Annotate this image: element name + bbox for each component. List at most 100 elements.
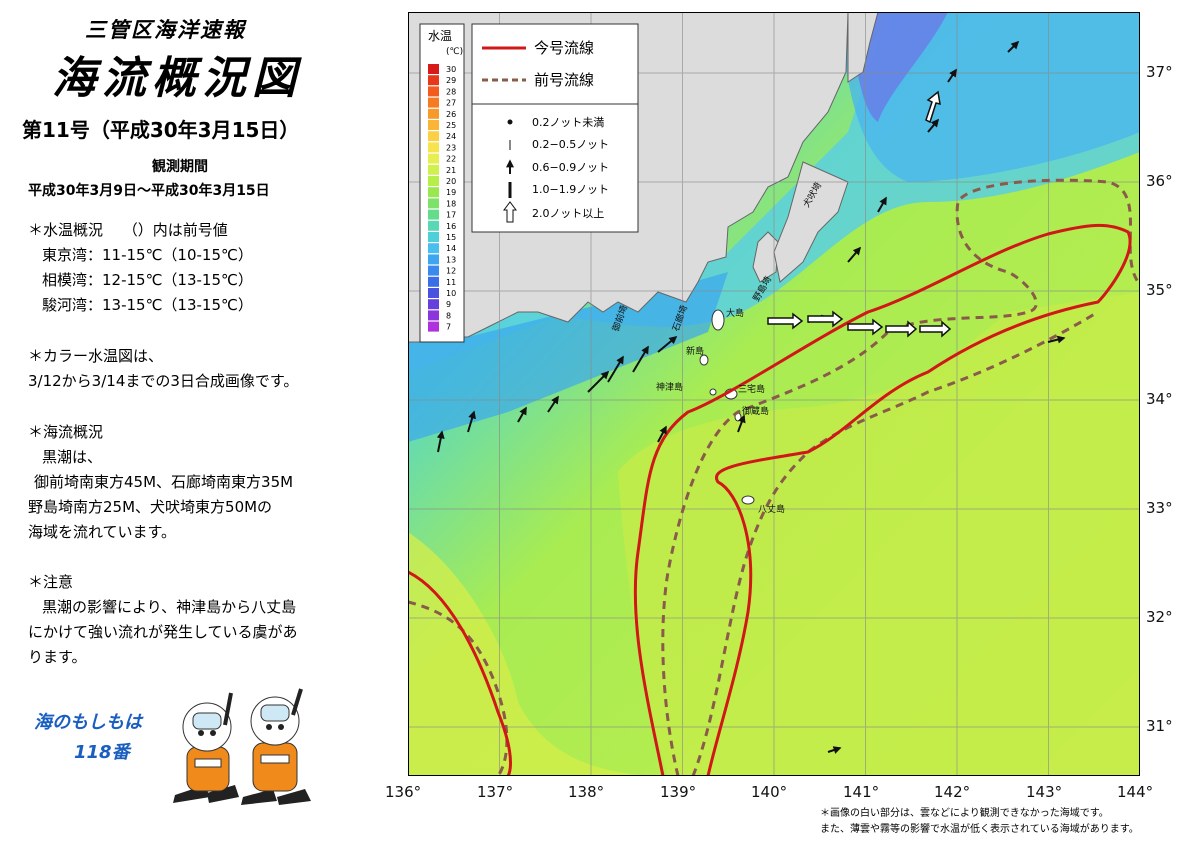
legend-temp-swatch bbox=[428, 265, 439, 276]
legend-temp-swatch bbox=[428, 299, 439, 310]
legend-temp-label: 20 bbox=[446, 177, 456, 186]
footnote-line1: ＊画像の白い部分は、雲などにより観測できなかった海域です。 bbox=[820, 808, 1109, 819]
legend-temp-unit: (℃) bbox=[446, 47, 463, 57]
current-line: 海域を流れています。 bbox=[28, 523, 177, 541]
legend-temp-swatch bbox=[428, 321, 439, 332]
legend-speed-2: 0.2−0.5ノット bbox=[532, 138, 609, 151]
legend-speed-3: 0.6−0.9ノット bbox=[532, 161, 609, 174]
caution-line: にかけて強い流れが発生している虞があ bbox=[28, 623, 298, 641]
cold-water-purple bbox=[848, 12, 948, 122]
legend-temp-label: 30 bbox=[446, 65, 456, 74]
temp-summary-heading: ＊水温概況 （）内は前号値 bbox=[28, 221, 228, 239]
legend-temp-label: 17 bbox=[446, 211, 456, 220]
grid bbox=[408, 12, 1140, 776]
current-line-now bbox=[408, 224, 1132, 776]
obs-period-range: 平成30年3月9日〜平成30年3月15日 bbox=[28, 183, 270, 199]
mascot-left bbox=[173, 692, 239, 803]
current-line: 御前埼南東方45M、石廊埼南東方35M bbox=[34, 473, 294, 491]
office-name: 三管区海洋速報 bbox=[85, 18, 246, 42]
emergency-number: 118番 bbox=[74, 742, 130, 763]
legend-temp-label: 11 bbox=[446, 278, 456, 287]
color-note-heading: ＊カラー水温図は、 bbox=[28, 347, 164, 365]
legend-temp-label: 29 bbox=[446, 76, 456, 85]
lat-tick: 33° bbox=[1146, 499, 1173, 517]
info-panel: 三管区海洋速報 海流概況図 第11号（平成30年3月15日） 観測期間 平成30… bbox=[0, 0, 400, 842]
land-boso bbox=[773, 161, 849, 283]
legend-temp-title: 水温 bbox=[428, 29, 452, 43]
lon-tick: 137° bbox=[477, 783, 514, 801]
legend-speed-1: 0.2ノット未満 bbox=[532, 116, 604, 129]
legend-temp-swatch bbox=[428, 209, 439, 220]
legend-temp-label: 10 bbox=[446, 289, 456, 298]
legend-temp-swatch bbox=[428, 97, 439, 108]
legend-temp-label: 9 bbox=[446, 300, 451, 309]
legend-temp-swatch bbox=[428, 198, 439, 209]
legend-temp-label: 14 bbox=[446, 244, 456, 253]
legend-temp-swatch bbox=[428, 75, 439, 86]
legend-temp-label: 25 bbox=[446, 121, 456, 130]
legend-temp-label: 22 bbox=[446, 155, 456, 164]
mascot-illustration bbox=[173, 688, 311, 805]
label-kozu: 神津島 bbox=[656, 381, 683, 393]
temp-row-sagami: 相模湾：12-15℃（13-15℃） bbox=[42, 271, 253, 289]
cloud-gap bbox=[408, 532, 668, 776]
label-mikura: 御蔵島 bbox=[742, 405, 769, 417]
legend-temp-swatch bbox=[428, 153, 439, 164]
legend-temp-swatch bbox=[428, 288, 439, 298]
emergency-slogan: 海のもしもは bbox=[34, 712, 142, 733]
speed-arrow-open-icon bbox=[503, 201, 517, 223]
legend-temp-label: 15 bbox=[446, 233, 456, 242]
legend-temp-label: 16 bbox=[446, 222, 456, 231]
ocean-current-map: 30 29 28 27 26 25 24 23 22 21 20 19 18 17 16 15 14 13 12 11… bbox=[408, 12, 1140, 776]
lat-tick: 32° bbox=[1146, 608, 1173, 626]
temp-row-tokyo: 東京湾：11-15℃（10-15℃） bbox=[42, 246, 253, 264]
temp-row-suruga: 駿河湾：13-15℃（13-15℃） bbox=[42, 296, 253, 314]
lon-tick: 143° bbox=[1026, 783, 1063, 801]
speed-dot-icon bbox=[507, 119, 513, 125]
legend-temp-swatch bbox=[428, 86, 439, 97]
lat-tick: 36° bbox=[1146, 172, 1173, 190]
label-miyake: 三宅島 bbox=[738, 383, 765, 395]
legend-temp-swatch bbox=[428, 243, 439, 254]
legend-temp-label: 21 bbox=[446, 166, 456, 175]
current-line: 黒潮は、 bbox=[42, 448, 103, 466]
legend-temp-swatch bbox=[428, 108, 439, 119]
label-hachijo: 八丈島 bbox=[758, 503, 785, 515]
obs-period-label: 観測期間 bbox=[152, 159, 208, 175]
issue-number: 第11号（平成30年3月15日） bbox=[22, 118, 300, 142]
lon-tick: 138° bbox=[568, 783, 605, 801]
lat-tick: 34° bbox=[1146, 390, 1173, 408]
lat-tick: 37° bbox=[1146, 63, 1173, 81]
legend-temp-label: 26 bbox=[446, 110, 456, 119]
island-hachijo bbox=[741, 495, 755, 505]
legend-now-label: 今号流線 bbox=[534, 39, 594, 57]
temperature-legend: 30 29 28 27 26 25 24 23 22 21 20 19 18 17 16 15 14 13 12 11… bbox=[419, 23, 465, 343]
legend-temp-label: 19 bbox=[446, 188, 456, 197]
current-line: 野島埼南方25M、犬吠埼東方50Mの bbox=[28, 498, 273, 516]
lon-tick: 142° bbox=[934, 783, 971, 801]
caution-line: 黒潮の影響により、神津島から八丈島 bbox=[42, 598, 297, 616]
lon-tick: 144° bbox=[1117, 783, 1154, 801]
legend-temp-label: 27 bbox=[446, 99, 456, 108]
legend-temp-label: 24 bbox=[446, 132, 456, 141]
legend-prev-label: 前号流線 bbox=[534, 71, 594, 89]
lon-tick: 136° bbox=[385, 783, 422, 801]
legend-temp-label: 12 bbox=[446, 267, 456, 276]
island-niijima bbox=[699, 354, 709, 366]
legend-speed-4: 1.0−1.9ノット bbox=[532, 183, 609, 196]
land-north-coast bbox=[847, 12, 879, 83]
legend-temp-swatch bbox=[428, 276, 439, 287]
legend-temp-label: 23 bbox=[446, 143, 456, 152]
page-title: 海流概況図 bbox=[52, 53, 302, 104]
current-summary-heading: ＊海流概況 bbox=[28, 423, 104, 441]
legend-temp-swatch bbox=[428, 220, 439, 231]
legend-temp-swatch bbox=[428, 164, 439, 175]
lat-tick: 31° bbox=[1146, 717, 1173, 735]
current-line-prev bbox=[408, 178, 1140, 776]
current-line-prev-2 bbox=[691, 310, 1099, 776]
color-note-body: 3/12から3/14までの3日合成画像です。 bbox=[28, 372, 299, 390]
legend-temp-swatch bbox=[428, 64, 439, 74]
lon-tick: 140° bbox=[751, 783, 788, 801]
warm-water-core bbox=[618, 292, 1140, 776]
current-arrows-fast bbox=[767, 90, 952, 338]
